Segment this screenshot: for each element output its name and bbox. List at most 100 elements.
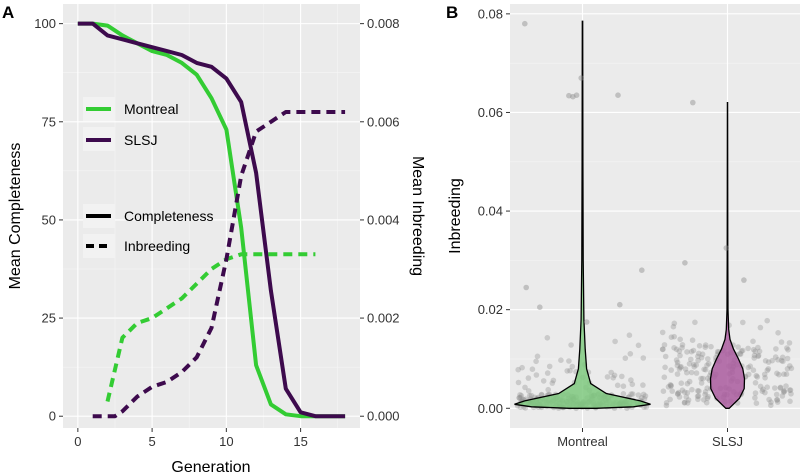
data-point-slsj (698, 354, 705, 361)
y2-axis-title-a: Mean Inbreeding (409, 156, 426, 276)
outlier-point-montreal (522, 20, 528, 27)
outlier-point-montreal (537, 304, 543, 311)
data-point-slsj (701, 397, 707, 403)
panel-b-violins (514, 20, 795, 412)
data-point-slsj (691, 361, 697, 368)
data-point-slsj (772, 385, 778, 391)
data-point-slsj (737, 351, 744, 358)
legend: Montreal SLSJ Completeness Inbreeding (83, 97, 214, 258)
data-point-montreal (640, 391, 647, 398)
data-point-slsj (704, 362, 710, 369)
panel-a-axes: 0 5 10 15 0 25 50 75 100 0.000 0.002 0.004 0.006 0.00… (34, 16, 399, 449)
series-line-montreal-inbreeding (105, 252, 316, 402)
data-point-slsj (693, 370, 700, 376)
data-point-montreal (549, 380, 556, 386)
data-point-montreal (628, 391, 634, 397)
data-point-slsj (705, 360, 712, 367)
data-point-slsj (775, 357, 781, 363)
y2-tick-label: 0.002 (367, 311, 400, 326)
data-point-slsj (661, 342, 668, 348)
data-point-slsj (679, 344, 685, 351)
outlier-point-montreal (523, 284, 529, 291)
panel-b: 0.00 0.02 0.04 0.06 0.08 Montreal SLSJ B Inbre… (446, 3, 800, 449)
data-point-slsj (690, 347, 697, 354)
data-point-slsj (668, 382, 674, 389)
data-point-slsj (705, 393, 711, 400)
data-point-slsj (781, 388, 787, 394)
data-point-slsj (696, 350, 702, 357)
legend-label-completeness: Completeness (124, 208, 214, 224)
data-point-montreal (517, 395, 524, 401)
data-point-slsj (663, 402, 670, 409)
data-point-montreal (640, 355, 647, 361)
data-point-slsj (775, 330, 781, 336)
data-point-slsj (698, 380, 705, 386)
data-point-slsj (745, 345, 751, 352)
data-point-slsj (781, 389, 787, 396)
data-point-slsj (773, 346, 779, 352)
y-axis-title-a: Mean Completeness (7, 143, 24, 290)
data-point-slsj (787, 387, 793, 394)
data-point-montreal (640, 382, 646, 388)
data-point-slsj (752, 380, 759, 386)
data-point-montreal (569, 363, 576, 370)
data-point-slsj (674, 359, 681, 366)
data-point-montreal (642, 393, 649, 399)
legend-label-montreal: Montreal (124, 101, 178, 117)
x-axis-title-a: Generation (171, 459, 250, 476)
data-point-slsj (695, 353, 701, 360)
y2-tick-label: 0.008 (367, 16, 400, 31)
data-point-montreal (525, 375, 532, 381)
data-point-slsj (671, 345, 677, 351)
data-point-slsj (696, 343, 703, 349)
data-point-slsj (702, 389, 709, 395)
data-point-montreal (529, 366, 536, 373)
data-point-slsj (750, 346, 757, 353)
data-point-slsj (779, 354, 786, 361)
data-point-montreal (517, 392, 523, 398)
data-point-slsj (773, 391, 780, 398)
data-point-slsj (751, 352, 758, 359)
data-point-montreal (516, 395, 523, 401)
data-point-slsj (762, 358, 769, 364)
data-point-montreal (550, 377, 557, 384)
data-point-slsj (704, 375, 711, 382)
data-point-montreal (639, 395, 645, 401)
data-point-slsj (660, 388, 667, 395)
data-point-slsj (679, 342, 686, 348)
y2-tick-label: 0.006 (367, 114, 400, 129)
data-point-slsj (740, 319, 746, 326)
data-point-montreal (533, 372, 540, 378)
data-point-slsj (693, 362, 699, 368)
data-point-montreal (528, 392, 535, 399)
data-point-slsj (685, 397, 692, 403)
data-point-slsj (673, 357, 680, 363)
data-point-slsj (684, 380, 691, 387)
data-point-slsj (779, 393, 786, 399)
data-point-slsj (772, 354, 779, 360)
data-point-slsj (679, 387, 686, 394)
data-point-montreal (626, 332, 633, 339)
data-point-slsj (683, 394, 690, 400)
data-point-slsj (764, 317, 770, 324)
outlier-point-montreal (639, 267, 645, 274)
data-point-slsj (695, 357, 701, 364)
y-axis-title-b: Inbreeding (447, 178, 464, 254)
data-point-slsj (784, 345, 790, 351)
data-point-slsj (774, 370, 780, 377)
data-point-slsj (783, 371, 790, 378)
data-point-montreal (620, 383, 627, 390)
data-point-slsj (766, 396, 772, 403)
data-point-montreal (525, 388, 532, 394)
data-point-montreal (533, 358, 539, 365)
data-point-slsj (674, 362, 681, 369)
data-point-slsj (699, 351, 706, 358)
data-point-slsj (692, 319, 698, 326)
data-point-slsj (747, 363, 753, 370)
data-point-montreal (516, 395, 522, 401)
data-point-slsj (768, 402, 774, 409)
data-point-slsj (678, 363, 684, 370)
data-point-slsj (668, 367, 674, 373)
data-point-slsj (676, 394, 683, 400)
data-point-slsj (695, 396, 701, 403)
